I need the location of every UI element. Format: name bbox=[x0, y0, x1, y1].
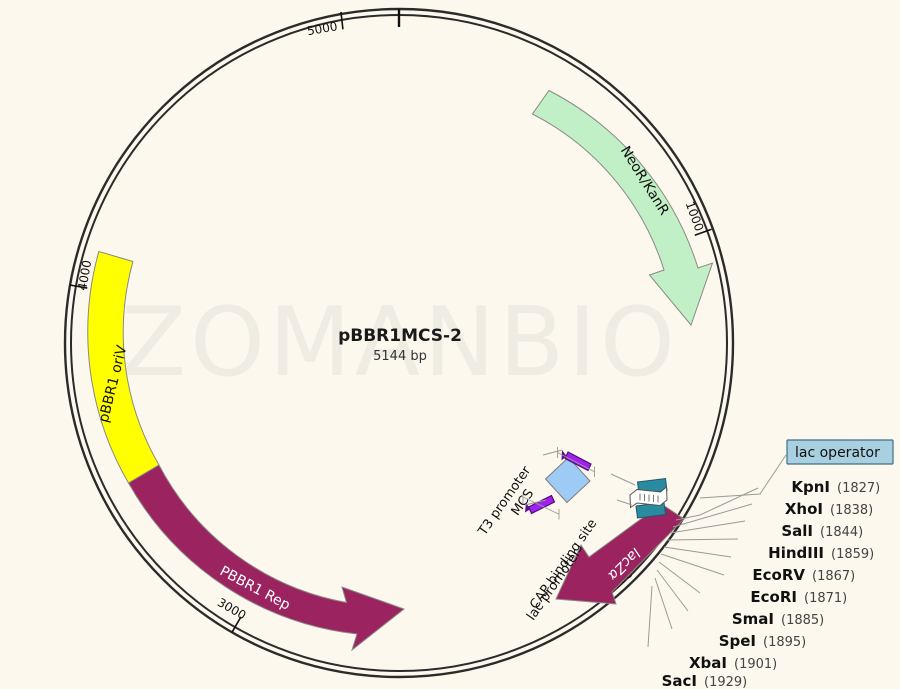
restriction-enzyme-position: (1859) bbox=[831, 547, 874, 562]
tick-mark-3000 bbox=[231, 616, 242, 633]
restriction-enzyme-position: (1838) bbox=[830, 503, 873, 518]
restriction-enzyme-position: (1929) bbox=[704, 675, 747, 689]
feature-lacz-alpha[interactable]: lacZα bbox=[555, 503, 685, 605]
small-feature-mcs[interactable] bbox=[544, 456, 591, 504]
small-feature-leaders bbox=[524, 449, 636, 506]
restriction-enzyme-name: SalI bbox=[781, 522, 813, 540]
small-feature-t3-promoter[interactable] bbox=[557, 447, 595, 477]
restriction-leader-lines bbox=[647, 487, 759, 648]
watermark-text: ZOMANBIO bbox=[121, 288, 679, 398]
restriction-site-row: SacI (1929) bbox=[662, 672, 748, 689]
restriction-site-row: SmaI (1885) bbox=[732, 610, 824, 628]
restriction-enzyme-position: (1871) bbox=[804, 591, 847, 606]
restriction-site-row: HindIII (1859) bbox=[768, 544, 874, 562]
feature-pbbr1-rep[interactable]: PBBR1 Rep bbox=[127, 464, 406, 652]
restriction-site-row: XbaI (1901) bbox=[689, 654, 777, 672]
small-feature-lac-operator[interactable] bbox=[629, 485, 668, 509]
tick-mark-5000 bbox=[340, 11, 344, 30]
restriction-enzyme-name: SpeI bbox=[719, 632, 756, 650]
restriction-enzyme-position: (1895) bbox=[763, 635, 806, 650]
tick-label-4000: 4000 bbox=[75, 259, 94, 292]
small-feature-cap-binding-site[interactable] bbox=[522, 492, 560, 520]
restriction-enzyme-name: EcoRV bbox=[752, 566, 805, 584]
restriction-enzyme-name: EcoRI bbox=[750, 588, 797, 606]
restriction-site-row: SalI (1844) bbox=[781, 522, 863, 540]
feature-pbbr1-oriv[interactable]: pBBR1 oriV bbox=[87, 250, 160, 484]
restriction-enzyme-position: (1885) bbox=[781, 613, 824, 628]
restriction-site-list: KpnI (1827) XhoI (1838) SalI (1844) Hind… bbox=[662, 478, 881, 689]
tick-label-5000: 5000 bbox=[306, 19, 339, 38]
restriction-site-row: XhoI (1838) bbox=[785, 500, 873, 518]
restriction-enzyme-name: XbaI bbox=[689, 654, 727, 672]
restriction-enzyme-position: (1901) bbox=[734, 657, 777, 672]
page-title: pBBR1MCS-2 bbox=[338, 326, 462, 346]
restriction-site-row: EcoRI (1871) bbox=[750, 588, 847, 606]
restriction-site-row: EcoRV (1867) bbox=[752, 566, 855, 584]
restriction-enzyme-name: SmaI bbox=[732, 610, 774, 628]
restriction-enzyme-name: SacI bbox=[662, 672, 697, 689]
callout-label-lac-operator: lac operator bbox=[795, 445, 880, 461]
plasmid-size-label: 5144 bp bbox=[373, 349, 427, 364]
restriction-site-row: SpeI (1895) bbox=[719, 632, 807, 650]
tick-mark-1000 bbox=[694, 228, 712, 237]
restriction-enzyme-name: XhoI bbox=[785, 500, 823, 518]
callout-lac-operator[interactable]: lac operator bbox=[699, 439, 894, 499]
restriction-enzyme-position: (1867) bbox=[812, 569, 855, 584]
restriction-enzyme-name: HindIII bbox=[768, 544, 824, 562]
tick-mark-4000 bbox=[69, 284, 88, 289]
restriction-site-row: KpnI (1827) bbox=[791, 478, 880, 496]
restriction-enzyme-position: (1827) bbox=[837, 481, 880, 496]
restriction-enzyme-name: KpnI bbox=[791, 478, 830, 496]
restriction-enzyme-position: (1844) bbox=[820, 525, 863, 540]
